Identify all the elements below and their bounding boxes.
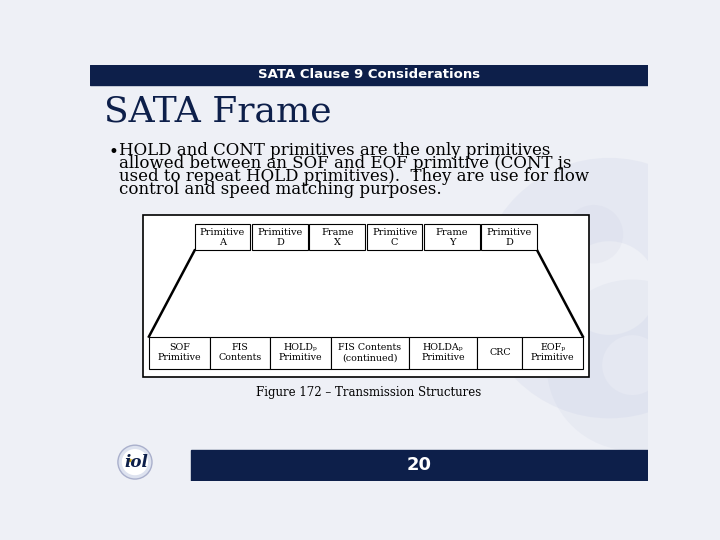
Bar <box>366 224 423 251</box>
Text: Primitive
D: Primitive D <box>487 227 532 247</box>
Bar <box>270 336 330 369</box>
Bar <box>330 336 409 369</box>
Bar <box>143 215 589 377</box>
Bar <box>90 65 648 85</box>
Text: CRC: CRC <box>489 348 510 357</box>
Text: ★: ★ <box>125 456 132 465</box>
Bar <box>482 224 537 251</box>
Text: SATA Clause 9 Considerations: SATA Clause 9 Considerations <box>258 68 480 82</box>
Text: Frame
X: Frame X <box>321 227 354 247</box>
Text: Primitive
A: Primitive A <box>200 227 245 247</box>
Text: iol: iol <box>125 454 148 471</box>
Circle shape <box>564 205 624 264</box>
Text: FIS
Contents: FIS Contents <box>218 343 261 362</box>
Text: FIS Contents
(continued): FIS Contents (continued) <box>338 343 401 362</box>
Text: 20: 20 <box>407 456 432 474</box>
Bar <box>409 336 477 369</box>
Circle shape <box>122 449 148 475</box>
Bar <box>522 336 583 369</box>
Bar <box>194 224 251 251</box>
Circle shape <box>118 445 152 479</box>
Text: allowed between an SOF and EOF primitive (CONT is: allowed between an SOF and EOF primitive… <box>120 155 572 172</box>
Bar <box>477 336 522 369</box>
Bar <box>210 336 270 369</box>
Text: SOF
Primitive: SOF Primitive <box>158 343 201 362</box>
Bar <box>310 224 365 251</box>
Bar <box>191 450 648 481</box>
Text: HOLD and CONT primitives are the only primitives: HOLD and CONT primitives are the only pr… <box>120 142 551 159</box>
Text: control and speed matching purposes.: control and speed matching purposes. <box>120 181 442 198</box>
Text: HOLDAₚ
Primitive: HOLDAₚ Primitive <box>421 343 465 362</box>
Text: Primitive
D: Primitive D <box>257 227 302 247</box>
Text: Figure 172 – Transmission Structures: Figure 172 – Transmission Structures <box>256 386 482 399</box>
Text: SATA Frame: SATA Frame <box>104 94 332 128</box>
Text: EOFₚ
Primitive: EOFₚ Primitive <box>531 343 575 362</box>
Text: Frame
Y: Frame Y <box>436 227 468 247</box>
Text: used to repeat HOLD primitives).  They are use for flow: used to repeat HOLD primitives). They ar… <box>120 168 590 185</box>
Text: HOLDₚ
Primitive: HOLDₚ Primitive <box>279 343 323 362</box>
Bar <box>252 224 307 251</box>
Text: •: • <box>109 143 119 161</box>
Text: Primitive
C: Primitive C <box>372 227 417 247</box>
Bar <box>149 336 210 369</box>
Bar <box>424 224 480 251</box>
